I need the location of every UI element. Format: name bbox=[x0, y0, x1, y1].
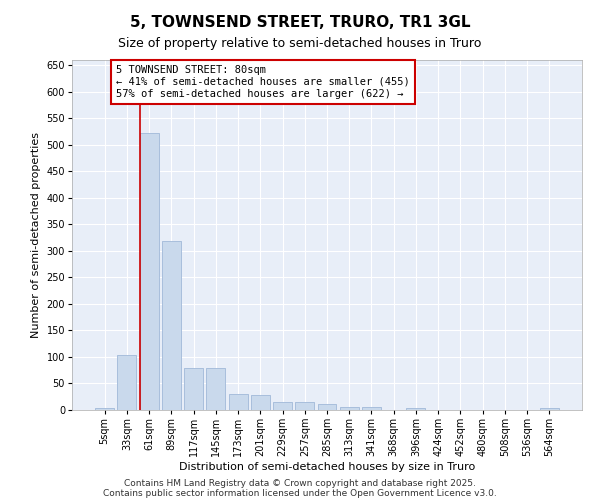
Bar bbox=[251, 394, 270, 410]
Text: 5 TOWNSEND STREET: 80sqm
← 41% of semi-detached houses are smaller (455)
57% of : 5 TOWNSEND STREET: 80sqm ← 41% of semi-d… bbox=[116, 66, 410, 98]
Text: 5, TOWNSEND STREET, TRURO, TR1 3GL: 5, TOWNSEND STREET, TRURO, TR1 3GL bbox=[130, 15, 470, 30]
Bar bbox=[540, 408, 559, 410]
Bar bbox=[362, 407, 381, 410]
Bar bbox=[162, 242, 181, 410]
Bar bbox=[406, 408, 425, 410]
Text: Contains HM Land Registry data © Crown copyright and database right 2025.: Contains HM Land Registry data © Crown c… bbox=[124, 478, 476, 488]
Bar bbox=[317, 404, 337, 410]
Text: Size of property relative to semi-detached houses in Truro: Size of property relative to semi-detach… bbox=[118, 38, 482, 51]
Bar bbox=[340, 407, 359, 410]
Bar bbox=[273, 402, 292, 410]
Bar bbox=[118, 355, 136, 410]
Bar bbox=[206, 368, 225, 410]
Text: Contains public sector information licensed under the Open Government Licence v3: Contains public sector information licen… bbox=[103, 488, 497, 498]
Bar bbox=[184, 368, 203, 410]
Bar bbox=[295, 402, 314, 410]
Y-axis label: Number of semi-detached properties: Number of semi-detached properties bbox=[31, 132, 41, 338]
Bar bbox=[229, 394, 248, 410]
X-axis label: Distribution of semi-detached houses by size in Truro: Distribution of semi-detached houses by … bbox=[179, 462, 475, 472]
Bar bbox=[95, 408, 114, 410]
Bar bbox=[140, 133, 158, 410]
